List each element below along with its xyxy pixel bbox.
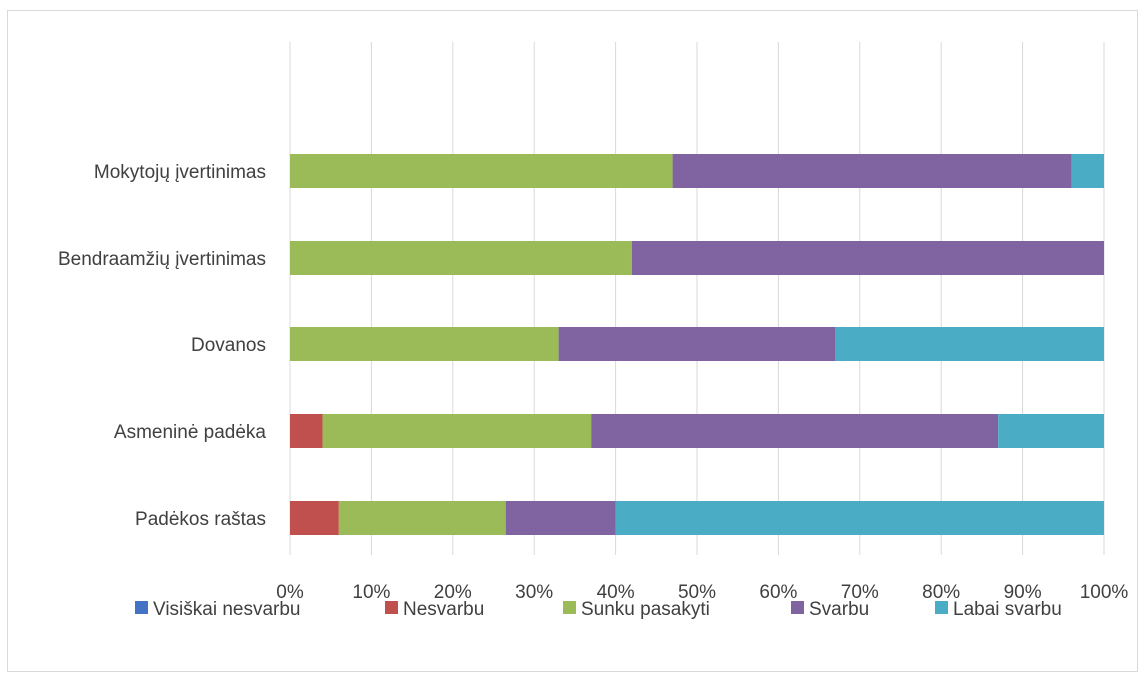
bar-segment bbox=[290, 327, 559, 361]
x-tick-label: 70% bbox=[841, 582, 879, 603]
x-tick-label: 30% bbox=[515, 582, 553, 603]
bar-segment bbox=[835, 327, 1104, 361]
bar-segment bbox=[505, 501, 616, 535]
x-tick-labels: 0% 10% 20% 30% 40% 50% 60% 70% 80% 90% 100% bbox=[276, 582, 1128, 603]
legend-swatch bbox=[385, 601, 398, 614]
legend-label: Visiškai nesvarbu bbox=[153, 599, 301, 620]
legend-label: Nesvarbu bbox=[403, 599, 484, 620]
legend-swatch bbox=[135, 601, 148, 614]
legend: Visiškai nesvarbu Nesvarbu Sunku pasakyti S… bbox=[135, 599, 1062, 620]
category-label: Mokytojų įvertinimas bbox=[94, 162, 266, 183]
bar-segment bbox=[290, 154, 673, 188]
category-label: Asmeninė padėka bbox=[114, 422, 267, 443]
category-labels: Mokytojų įvertinimas Bendraamžių įvertini… bbox=[58, 162, 266, 530]
bar-segment bbox=[631, 241, 1104, 275]
bar-segment bbox=[998, 414, 1104, 448]
legend-swatch bbox=[791, 601, 804, 614]
x-tick-label: 40% bbox=[597, 582, 635, 603]
category-label: Padėkos raštas bbox=[135, 509, 266, 530]
x-tick-label: 10% bbox=[352, 582, 390, 603]
bar-segment bbox=[322, 414, 592, 448]
x-tick-label: 0% bbox=[276, 582, 304, 603]
category-label: Dovanos bbox=[191, 335, 266, 356]
bar-segment bbox=[290, 241, 632, 275]
bar-segment bbox=[615, 501, 1104, 535]
legend-swatch bbox=[935, 601, 948, 614]
bar-segment bbox=[672, 154, 1072, 188]
legend-label: Svarbu bbox=[809, 599, 869, 620]
legend-swatch bbox=[563, 601, 576, 614]
legend-label: Labai svarbu bbox=[953, 599, 1062, 620]
x-tick-label: 100% bbox=[1080, 582, 1129, 603]
category-label: Bendraamžių įvertinimas bbox=[58, 249, 266, 270]
bar-segment bbox=[290, 501, 339, 535]
x-tick-label: 60% bbox=[759, 582, 797, 603]
bar-segment bbox=[338, 501, 506, 535]
x-tick-label: 50% bbox=[678, 582, 716, 603]
bar-segment bbox=[558, 327, 836, 361]
x-tick-label: 80% bbox=[922, 582, 960, 603]
bar-segment bbox=[1071, 154, 1104, 188]
legend-label: Sunku pasakyti bbox=[581, 599, 710, 620]
x-tick-label: 20% bbox=[434, 582, 472, 603]
bar-segment bbox=[591, 414, 999, 448]
bar-segment bbox=[290, 414, 323, 448]
gridlines bbox=[289, 42, 1105, 555]
bars bbox=[290, 154, 1104, 535]
x-tick-label: 90% bbox=[1004, 582, 1042, 603]
